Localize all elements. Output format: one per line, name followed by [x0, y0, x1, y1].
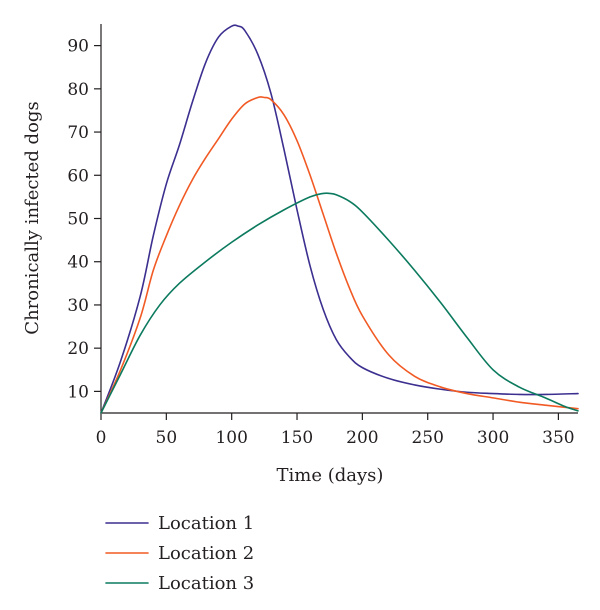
y-tick-label: 20: [67, 339, 89, 359]
y-tick-label: 10: [67, 382, 89, 402]
series-line-location-1: [100, 24, 579, 414]
x-tick-label: 50: [156, 428, 178, 448]
x-tick-label: 100: [215, 428, 247, 448]
y-tick-label: 30: [67, 296, 89, 316]
x-tick-label: 250: [411, 428, 443, 448]
y-tick-label: 80: [67, 80, 89, 100]
series-group: [100, 24, 579, 414]
x-tick-label: 300: [477, 428, 509, 448]
axes: [100, 24, 578, 414]
x-tick-label: 200: [346, 428, 378, 448]
series-line-location-3: [100, 192, 579, 414]
x-tick-label: 150: [281, 428, 313, 448]
legend-label-location-1: Location 1: [158, 513, 254, 534]
legend-label-location-3: Location 3: [158, 573, 254, 594]
y-axis-title: Chronically infected dogs: [22, 101, 43, 334]
x-tick-label: 350: [542, 428, 574, 448]
x-ticks: 0 50 100 150 200 250 300 350: [96, 413, 575, 448]
x-tick-label: 0: [96, 428, 107, 448]
x-axis-title: Time (days): [277, 465, 384, 486]
legend: Location 1 Location 2 Location 3: [105, 513, 254, 594]
y-tick-label: 50: [67, 210, 89, 230]
y-ticks: 10 20 30 40 50 60 70 80 90: [67, 37, 101, 402]
y-tick-label: 60: [67, 166, 89, 186]
y-tick-label: 70: [67, 123, 89, 143]
y-tick-label: 40: [67, 253, 89, 273]
legend-label-location-2: Location 2: [158, 543, 254, 564]
series-line-location-2: [100, 96, 579, 414]
y-tick-label: 90: [67, 37, 89, 57]
